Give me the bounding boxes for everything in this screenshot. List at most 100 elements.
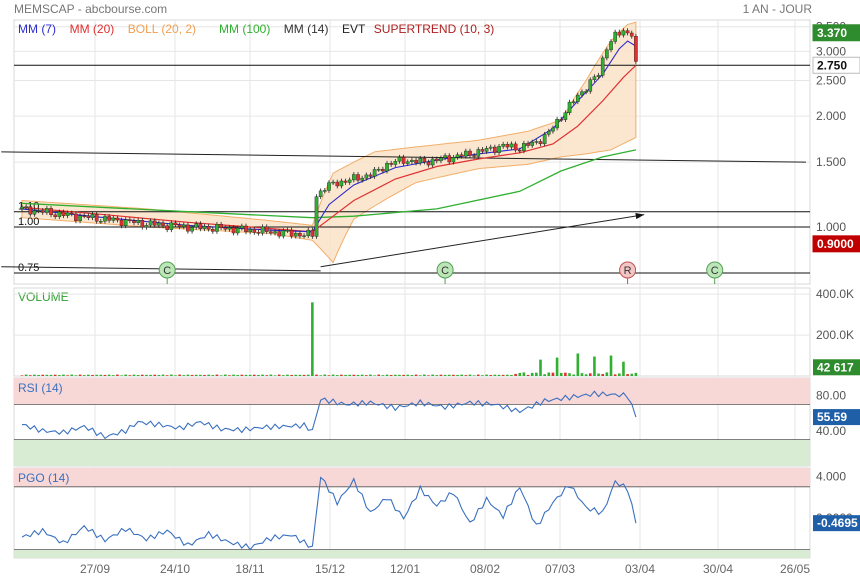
volume-bar [157,375,161,376]
candle-body [20,206,24,210]
price-badge [812,235,860,253]
candle-body [256,232,261,234]
trend-line [320,214,645,268]
candle-body [215,224,219,232]
oversold-zone [14,549,810,558]
volume-bar [277,374,281,376]
volume-bar [211,375,215,376]
candle-body [418,158,423,164]
candle-body [144,225,149,228]
period-label[interactable]: 1 AN - JOUR [743,2,813,16]
candle-body [277,231,281,237]
candle-body [621,30,626,36]
candle-body [82,215,87,217]
candle-body [488,146,493,149]
volume-bar [630,373,634,376]
candle-body [447,155,452,163]
volume-bar [385,374,389,376]
legend-item: MM (7) [18,22,56,36]
event-label: C [441,265,449,277]
volume-bar [518,372,522,376]
volume-bar [593,356,596,376]
candle-body [260,226,265,234]
volume-bar [315,374,318,376]
volume-bar [476,374,480,376]
volume-bar [28,375,32,376]
volume-bar [572,374,575,376]
volume-bar [91,374,94,376]
candle-body [509,143,514,148]
volume-bar [298,374,302,376]
volume-bar [576,353,580,376]
candle-body [567,101,572,113]
candle-body [206,226,211,230]
volume-bar [99,374,103,376]
candle-body [148,220,153,226]
price-badge-label: 3.370 [817,26,847,40]
volume-bar [522,372,526,376]
candle-body [343,180,348,183]
y-tick-label: 1.000 [816,220,846,234]
legend-item: MM (100) [219,22,270,36]
volume-bar [340,374,343,376]
candle-body [625,30,630,34]
candle-body [65,212,70,216]
candle-body [231,227,236,234]
volume-bar [526,374,530,376]
candle-body [451,157,456,163]
y-tick-label: 80.00 [816,389,846,403]
candle-body [152,220,157,226]
candle-body [493,146,497,153]
volume-bar [389,374,393,376]
candle-body [285,229,290,232]
candle-body [422,158,427,163]
candle-body [219,224,223,228]
volume-bar [564,372,567,376]
x-tick-label: 03/04 [625,562,655,576]
candle-body [368,174,373,177]
volume-bar [394,374,397,376]
volume-bar [82,375,86,376]
x-tick-label: 26/05 [780,562,810,576]
volume-bar [265,375,269,376]
volume-bar [87,374,90,376]
volume-bar [406,374,410,376]
volume-bar [136,375,140,376]
volume-bar [373,375,376,376]
y-tick-label: 4.000 [816,469,846,483]
candle-body [385,163,389,172]
volume-bar [165,375,169,376]
candle-body [546,130,551,135]
volume-bar [257,375,260,376]
candle-body [123,219,128,226]
candle-body [57,211,62,217]
volume-bar [497,374,501,376]
volume-bar [580,373,584,376]
candle-body [389,163,393,165]
volume-bar [24,374,28,376]
candle-body [45,208,49,213]
volume-bar [460,374,463,376]
volume-bar [286,374,289,376]
candle-body [240,225,244,229]
candle-body [314,196,319,237]
candle-body [293,232,298,237]
volume-bar [435,375,439,376]
volume-bar [559,372,563,376]
volume-bar [364,375,368,376]
candle-body [181,224,186,228]
y-tick-label: 2.500 [816,73,846,87]
volume-bar [33,374,36,376]
event-marker-c: C [436,261,454,284]
volume-bar [427,375,430,376]
price-badge-label: 0.9000 [817,237,854,251]
volume-bar [215,374,219,376]
candle-body [513,143,518,151]
candle-body [443,155,447,159]
volume-bar [124,374,127,376]
candle-body [339,180,344,187]
candle-body [405,161,410,164]
candle-body [397,157,402,162]
volume-bar [269,374,273,376]
